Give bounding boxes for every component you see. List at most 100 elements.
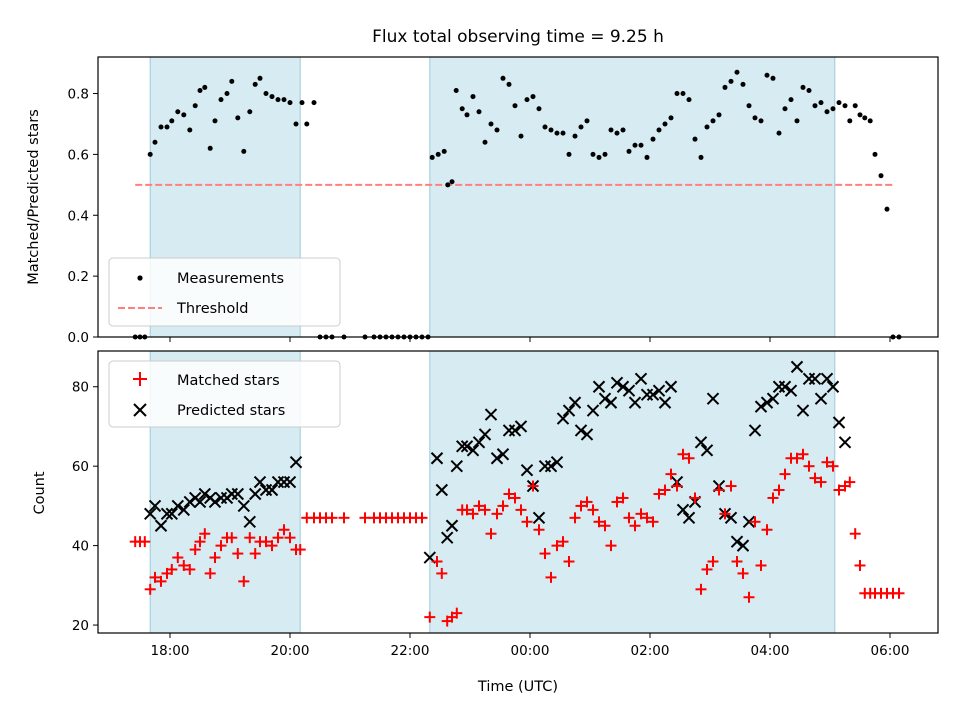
matched-star-point	[707, 556, 719, 568]
predicted-star-point	[814, 392, 828, 405]
matched-star-point	[701, 563, 713, 575]
matched-star-point	[849, 528, 861, 540]
predicted-star-point	[826, 380, 840, 393]
measurement-point	[554, 130, 560, 136]
matched-star-point	[326, 512, 338, 524]
matched-star-point	[338, 512, 350, 524]
matched-star-point	[184, 563, 196, 575]
predicted-star-point	[622, 384, 636, 397]
predicted-star-point	[198, 487, 212, 501]
top-y-ticks: 0.0 0.2 0.4 0.6 0.8	[68, 87, 98, 346]
measurement-point	[494, 127, 500, 133]
predicted-star-point	[514, 420, 528, 433]
predicted-star-point	[165, 507, 179, 521]
predicted-star-point	[154, 519, 168, 532]
measurement-point	[566, 151, 572, 157]
matched-star-point	[665, 468, 677, 480]
x-tick-label: 18:00	[151, 643, 190, 659]
predicted-star-point	[283, 475, 297, 489]
predicted-star-point	[490, 452, 504, 465]
matched-star-point	[284, 532, 296, 544]
measurement-point	[147, 151, 153, 157]
measurement-point	[429, 154, 435, 160]
measurement-point	[782, 106, 788, 112]
legend-threshold-label: Threshold	[176, 301, 248, 317]
predicted-star-point	[177, 503, 191, 517]
matched-star-points	[129, 448, 905, 627]
measurement-point	[722, 84, 728, 90]
predicted-star-point	[766, 392, 780, 405]
predicted-star-point	[289, 456, 303, 469]
predicted-star-point	[652, 384, 666, 397]
measurement-point	[626, 148, 632, 154]
predicted-star-point	[808, 372, 822, 386]
measurement-point	[518, 133, 524, 139]
predicted-star-point	[171, 499, 185, 513]
measurement-point	[867, 118, 873, 124]
measurement-point	[257, 75, 263, 81]
predicted-star-point	[634, 372, 648, 386]
legend-matched-marker	[133, 372, 147, 386]
count-panel: 20 40 60 80 18:00 20:00 22:00 00:00 02:00 04:00 0…	[32, 350, 939, 695]
measurement-point	[734, 69, 740, 75]
measurement-point	[275, 97, 281, 103]
predicted-star-point	[484, 408, 498, 421]
measurement-point	[524, 97, 530, 103]
measurement-point	[476, 109, 482, 115]
predicted-star-point	[748, 424, 762, 437]
matched-star-point	[527, 480, 539, 492]
measurement-point	[252, 81, 258, 87]
measurement-point	[752, 115, 758, 121]
measurement-point	[512, 103, 518, 109]
matched-star-point	[461, 504, 473, 516]
measurement-point	[299, 100, 305, 106]
matched-star-point	[416, 512, 428, 524]
predicted-star-point	[784, 384, 798, 397]
predicted-star-point	[706, 392, 720, 405]
predicted-star-point	[532, 511, 546, 525]
x-axis-label: Time (UTC)	[477, 679, 558, 695]
measurement-point	[728, 78, 734, 84]
measurement-point	[207, 145, 213, 151]
matched-star-point	[587, 504, 599, 516]
measurement-point	[602, 151, 608, 157]
matched-star-point	[617, 492, 629, 504]
measurement-point	[650, 136, 656, 142]
matched-star-point	[249, 548, 261, 560]
measurement-point	[847, 118, 853, 124]
y-tick-label: 80	[72, 380, 89, 396]
x-tick-label: 06:00	[871, 643, 910, 659]
measurement-point	[224, 91, 230, 97]
measurement-point	[441, 148, 447, 154]
measurement-point	[758, 118, 764, 124]
measurement-point	[818, 100, 824, 106]
measurement-point	[824, 109, 830, 115]
predicted-star-point	[658, 396, 672, 409]
measurement-point	[192, 103, 198, 109]
matched-star-point	[497, 500, 509, 512]
matched-star-point	[139, 536, 151, 548]
measurement-point	[764, 72, 770, 78]
measurement-point	[542, 124, 548, 130]
predicted-star-point	[520, 463, 534, 477]
measurement-point	[836, 100, 842, 106]
measurement-point	[304, 121, 310, 127]
measurement-point	[202, 84, 208, 90]
matched-star-point	[515, 504, 527, 516]
matched-star-point	[467, 508, 479, 520]
measurement-point	[530, 94, 536, 100]
predicted-star-point	[193, 495, 207, 509]
matched-star-point	[272, 532, 284, 544]
y-tick-label: 60	[72, 459, 89, 475]
predicted-star-point	[682, 511, 696, 525]
measurement-point	[668, 115, 674, 121]
predicted-star-point	[568, 396, 582, 409]
matched-star-point	[569, 512, 581, 524]
matched-star-point	[424, 611, 436, 623]
matched-star-point	[485, 528, 497, 540]
matched-star-point	[509, 492, 521, 504]
measurement-point	[830, 106, 836, 112]
measurement-point	[608, 127, 614, 133]
legend-measurements-label: Measurements	[177, 271, 284, 287]
measurement-point	[776, 130, 782, 136]
